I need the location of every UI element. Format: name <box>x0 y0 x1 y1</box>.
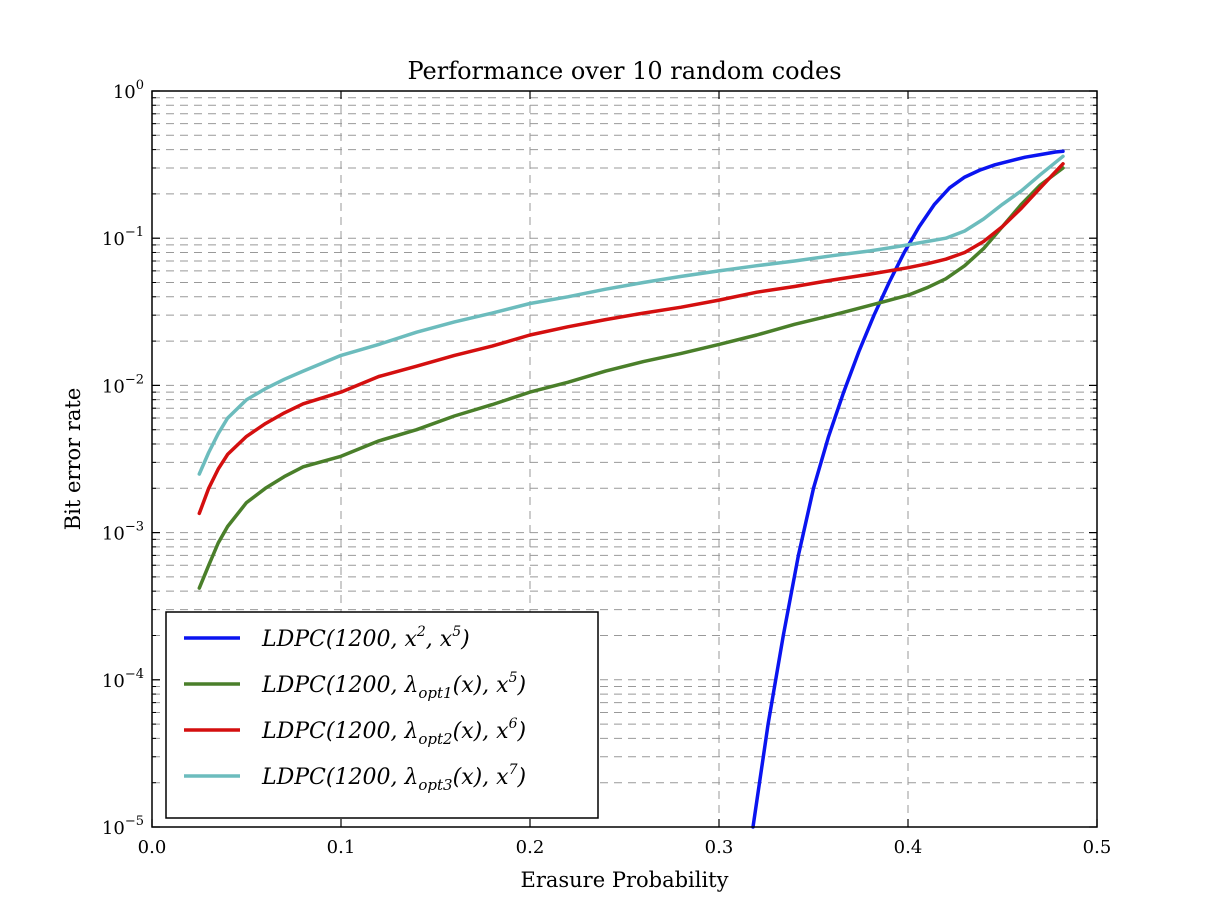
series-line-3 <box>197 162 1065 516</box>
plot-frame <box>151 90 1098 828</box>
x-tick-label: 0.1 <box>327 837 356 858</box>
y-tick-label: 100 <box>113 78 144 103</box>
y-tick-label: 10−4 <box>102 667 144 692</box>
y-tick-label: 10−5 <box>102 814 144 839</box>
series-line-4 <box>197 154 1065 476</box>
x-tick-label: 0.2 <box>516 837 545 858</box>
legend-label-1: LDPC(1200, x2, x5) <box>261 624 470 652</box>
series-lines <box>197 149 1065 829</box>
x-tick-label: 0.5 <box>1083 837 1112 858</box>
y-axis-label: Bit error rate <box>61 388 85 531</box>
x-tick-label: 0.3 <box>705 837 734 858</box>
x-tick-label: 0.4 <box>894 837 923 858</box>
y-tick-label: 10−3 <box>102 520 144 545</box>
legend-box <box>165 611 599 819</box>
legend: LDPC(1200, x2, x5) LDPC(1200, λopt1(x), x… <box>165 611 599 819</box>
legend-label-2: LDPC(1200, λopt1(x), x5) <box>261 670 526 702</box>
series-line-2 <box>197 166 1065 590</box>
x-tick-label: 0.0 <box>138 837 167 858</box>
y-tick-label: 10−1 <box>102 225 144 250</box>
x-axis-label: Erasure Probability <box>520 868 728 892</box>
legend-label-3: LDPC(1200, λopt2(x), x6) <box>261 716 526 748</box>
chart-title: Performance over 10 random codes <box>407 57 841 85</box>
series-line-1 <box>751 149 1065 829</box>
legend-label-4: LDPC(1200, λopt3(x), x7) <box>261 762 526 794</box>
axis-ticks: 0.0 0.1 0.2 0.3 0.4 0.5 100 10−1 10−2 10−3 10−4 10−… <box>102 78 1111 858</box>
grid-lines <box>152 91 1097 827</box>
y-tick-label: 10−2 <box>102 372 144 397</box>
